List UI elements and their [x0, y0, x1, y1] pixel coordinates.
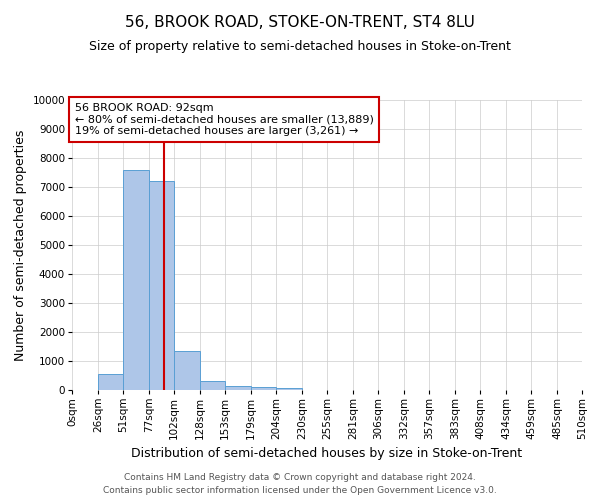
Bar — [225, 386, 251, 390]
Bar — [276, 388, 302, 390]
Bar — [123, 170, 149, 390]
Bar — [174, 351, 200, 390]
Text: Size of property relative to semi-detached houses in Stoke-on-Trent: Size of property relative to semi-detach… — [89, 40, 511, 53]
X-axis label: Distribution of semi-detached houses by size in Stoke-on-Trent: Distribution of semi-detached houses by … — [131, 448, 523, 460]
Bar — [200, 382, 225, 390]
Text: 56 BROOK ROAD: 92sqm
← 80% of semi-detached houses are smaller (13,889)
19% of s: 56 BROOK ROAD: 92sqm ← 80% of semi-detac… — [75, 103, 374, 136]
Bar — [149, 181, 174, 390]
Text: Contains HM Land Registry data © Crown copyright and database right 2024.
Contai: Contains HM Land Registry data © Crown c… — [103, 474, 497, 495]
Bar — [98, 374, 123, 390]
Text: 56, BROOK ROAD, STOKE-ON-TRENT, ST4 8LU: 56, BROOK ROAD, STOKE-ON-TRENT, ST4 8LU — [125, 15, 475, 30]
Bar — [251, 387, 276, 390]
Y-axis label: Number of semi-detached properties: Number of semi-detached properties — [14, 130, 27, 360]
